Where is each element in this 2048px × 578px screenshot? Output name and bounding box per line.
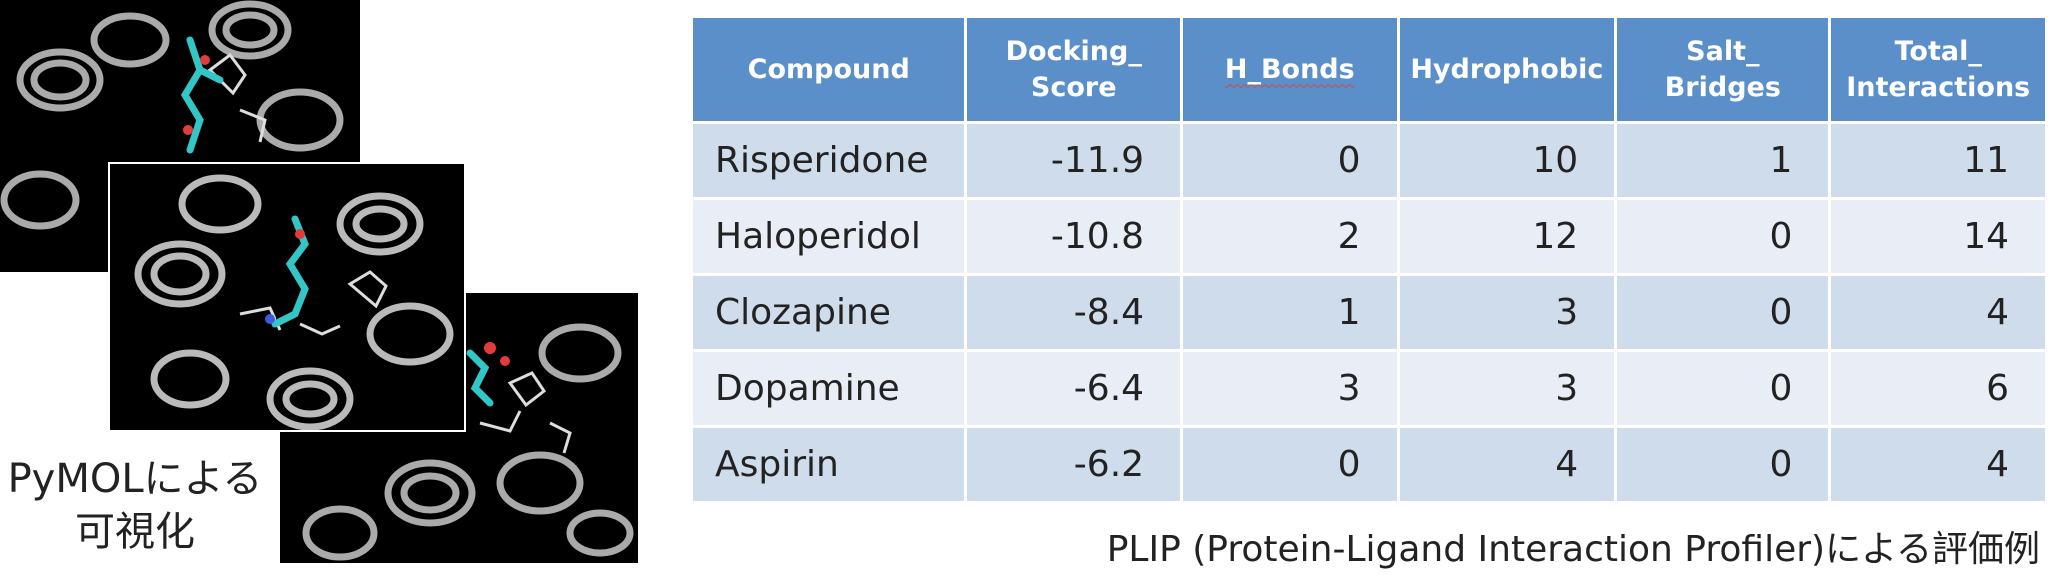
cell-compound: Dopamine [689,349,968,428]
cell-hydrophobic: 3 [1396,349,1618,428]
header-compound: Compound [689,15,968,124]
cell-salt-bridges: 1 [1614,121,1832,200]
cell-h-bonds: 2 [1180,197,1400,276]
table-header-row: Compound Docking_ Score H_Bonds Hydrophob… [689,15,2048,124]
interaction-table: Compound Docking_ Score H_Bonds Hydrophob… [689,15,2048,504]
cell-hydrophobic: 12 [1396,197,1618,276]
cell-compound: Risperidone [689,121,968,200]
cell-salt-bridges: 0 [1614,197,1832,276]
cell-compound: Haloperidol [689,197,968,276]
cell-total-interactions: 6 [1828,349,2048,428]
table-row: Clozapine -8.4 1 3 0 4 [689,273,2048,352]
cell-hydrophobic: 4 [1396,425,1618,504]
table-row: Aspirin -6.2 0 4 0 4 [689,425,2048,504]
pymol-caption-line-2: 可視化 [75,509,195,555]
header-salt-bridges: Salt_ Bridges [1614,15,1832,124]
cell-h-bonds: 0 [1180,425,1400,504]
protein-structure-graphic [302,323,634,561]
cell-docking-score: -10.8 [964,197,1184,276]
pymol-caption-line-1: PyMOLによる [7,456,263,502]
table-row: Haloperidol -10.8 2 12 0 14 [689,197,2048,276]
cell-total-interactions: 14 [1828,197,2048,276]
header-hydrophobic: Hydrophobic [1396,15,1618,124]
protein-structure-graphic [134,174,454,430]
pymol-caption: PyMOLによる 可視化 [0,453,270,559]
cell-h-bonds: 0 [1180,121,1400,200]
cell-salt-bridges: 0 [1614,273,1832,352]
header-docking-score: Docking_ Score [964,15,1184,124]
cell-total-interactions: 4 [1828,273,2048,352]
cell-salt-bridges: 0 [1614,425,1832,504]
header-h-bonds: H_Bonds [1180,15,1400,124]
cell-h-bonds: 3 [1180,349,1400,428]
cell-h-bonds: 1 [1180,273,1400,352]
table-row: Dopamine -6.4 3 3 0 6 [689,349,2048,428]
plip-caption: PLIP (Protein-Ligand Interaction Profile… [1106,529,2040,570]
pymol-render-image-middle [108,162,466,432]
cell-docking-score: -11.9 [964,121,1184,200]
cell-docking-score: -6.4 [964,349,1184,428]
table-row: Risperidone -11.9 0 10 1 11 [689,121,2048,200]
cell-compound: Aspirin [689,425,968,504]
cell-salt-bridges: 0 [1614,349,1832,428]
cell-compound: Clozapine [689,273,968,352]
cell-docking-score: -6.2 [964,425,1184,504]
header-total-interactions: Total_ Interactions [1828,15,2048,124]
cell-total-interactions: 4 [1828,425,2048,504]
cell-hydrophobic: 3 [1396,273,1618,352]
cell-hydrophobic: 10 [1396,121,1618,200]
cell-total-interactions: 11 [1828,121,2048,200]
cell-docking-score: -8.4 [964,273,1184,352]
interaction-table-container: Compound Docking_ Score H_Bonds Hydrophob… [689,15,2048,504]
